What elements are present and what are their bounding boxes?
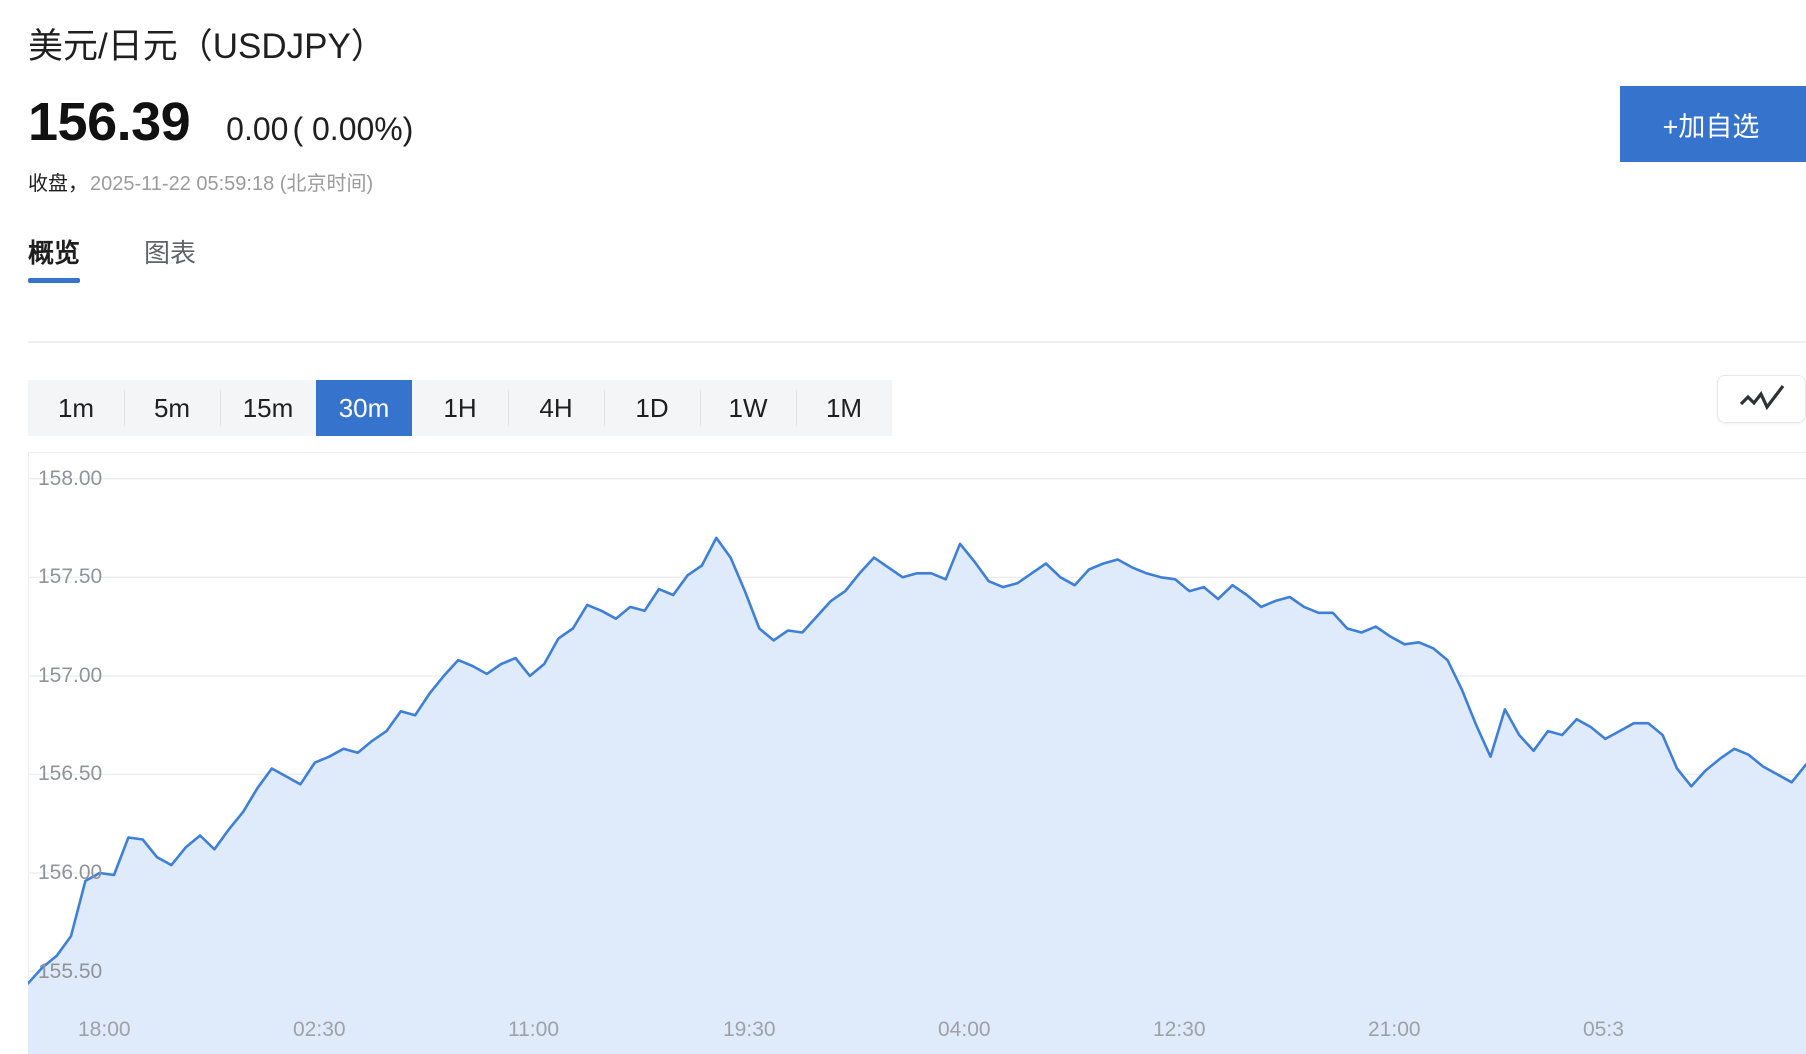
page-title: 美元/日元（USDJPY） bbox=[28, 27, 386, 66]
timeframe-30m[interactable]: 30m bbox=[316, 380, 412, 436]
status-timestamp: 2025-11-22 05:59:18 (北京时间) bbox=[90, 173, 374, 195]
line-chart-icon bbox=[1737, 382, 1787, 417]
chart-x-tick: 05:3 bbox=[1583, 1018, 1624, 1041]
chart-x-tick: 04:00 bbox=[938, 1018, 991, 1041]
chart-y-tick: 157.00 bbox=[38, 663, 103, 687]
add-to-watchlist-button[interactable]: +加自选 bbox=[1620, 86, 1806, 162]
price-chart[interactable]: 158.00 157.50 157.00 156.50 156.00 155.50 18:… bbox=[28, 452, 1806, 1054]
timeframe-1h[interactable]: 1H bbox=[412, 380, 508, 436]
timeframe-4h[interactable]: 4H bbox=[508, 380, 604, 436]
tab-chart[interactable]: 图表 bbox=[144, 238, 197, 268]
timeframe-1d[interactable]: 1D bbox=[604, 380, 700, 436]
price-change: 0.00( 0.00%) bbox=[226, 113, 413, 145]
chart-y-tick: 156.00 bbox=[38, 861, 103, 884]
last-price: 156.39 bbox=[28, 92, 191, 152]
timeframe-5m[interactable]: 5m bbox=[124, 380, 220, 436]
timeframe-1w[interactable]: 1W bbox=[700, 380, 796, 436]
timeframe-toolbar: 1m 5m 15m 30m 1H 4H 1D 1W 1M bbox=[28, 380, 892, 436]
market-status: 收盘， 2025-11-22 05:59:18 (北京时间) bbox=[28, 170, 373, 198]
chart-y-tick: 156.50 bbox=[38, 762, 103, 786]
status-label: 收盘， bbox=[28, 173, 88, 195]
chart-x-tick: 11:00 bbox=[508, 1018, 559, 1041]
chart-x-tick: 18:00 bbox=[78, 1018, 131, 1041]
chart-x-tick: 19:30 bbox=[723, 1018, 776, 1041]
tab-bar-divider bbox=[28, 341, 1806, 343]
tab-overview[interactable]: 概览 bbox=[28, 238, 81, 284]
chart-x-tick: 21:00 bbox=[1368, 1018, 1421, 1041]
price-change-percent: ( 0.00%) bbox=[292, 111, 414, 147]
chart-canvas bbox=[28, 478, 1806, 1054]
timeframe-15m[interactable]: 15m bbox=[220, 380, 316, 436]
timeframe-1mo[interactable]: 1M bbox=[796, 380, 892, 436]
chart-x-tick: 02:30 bbox=[293, 1018, 346, 1041]
chart-y-tick: 155.50 bbox=[38, 959, 103, 983]
timeframe-1m[interactable]: 1m bbox=[28, 380, 124, 436]
price-change-value: 0.00 bbox=[226, 111, 289, 147]
chart-type-button[interactable] bbox=[1717, 375, 1806, 423]
price-block: 156.39 0.00( 0.00%) bbox=[28, 95, 413, 149]
chart-x-tick: 12:30 bbox=[1153, 1018, 1206, 1041]
chart-y-axis bbox=[28, 453, 29, 1054]
chart-y-tick: 158.00 bbox=[38, 466, 103, 490]
tab-bar: 概览 图表 bbox=[28, 238, 197, 284]
chart-y-tick: 157.50 bbox=[38, 565, 103, 589]
